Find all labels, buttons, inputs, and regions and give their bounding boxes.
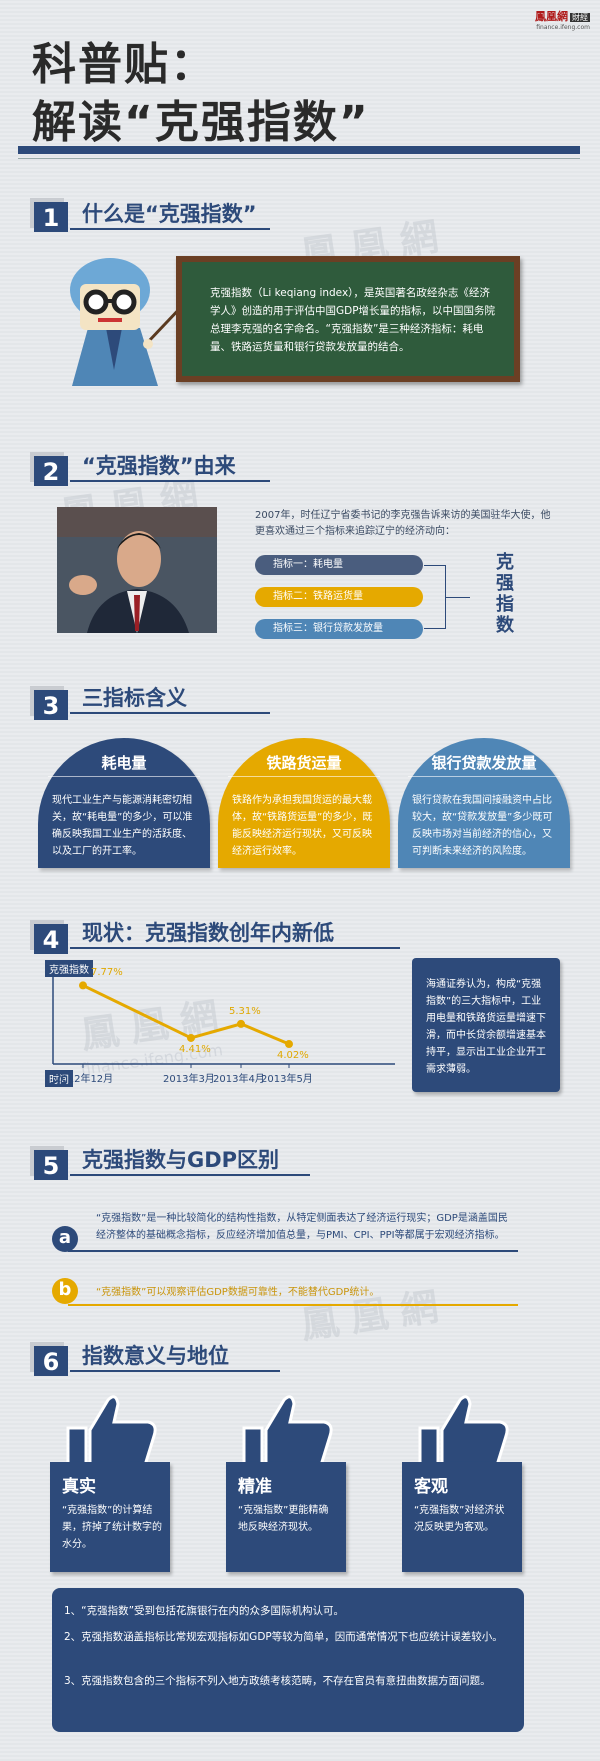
bracket xyxy=(424,565,446,629)
bullet-b: b xyxy=(52,1278,78,1304)
card-body: “克强指数”对经济状况反映更为客观。 xyxy=(414,1505,505,1533)
vertical-keqiang-label: 克 强 指 数 xyxy=(494,552,516,636)
thumbs-up-icon xyxy=(242,1395,333,1468)
section-underline xyxy=(70,712,270,714)
logo-name: 鳳凰網 xyxy=(535,10,568,23)
section-heading: 现状：克强指数创年内新低 xyxy=(82,921,334,945)
data-point xyxy=(285,1040,293,1049)
y-axis-label: 克强指数 xyxy=(45,960,93,977)
thumbs-up-icon xyxy=(66,1395,157,1468)
section-underline xyxy=(70,1174,310,1176)
data-label: 7.77% xyxy=(91,967,123,979)
indicator-card-power: 耗电量 现代工业生产与能源消耗密切相关，故“耗电量”的多少，可以准确反映我国工业… xyxy=(38,738,210,868)
card-title: 耗电量 xyxy=(101,754,147,772)
card-divider xyxy=(228,776,380,777)
card-body: 铁路作为承担我国货运的最大载体，故“铁路货运量”的多少，既能反映经济运行现状，又… xyxy=(232,795,373,857)
indicator-card-loans: 银行贷款发放量 银行贷款在我国间接融资中占比较大，故“贷款发放量”多少既可反映市… xyxy=(398,738,570,868)
card-body: “克强指数”的计算结果，挤掉了统计数字的水分。 xyxy=(62,1505,162,1550)
title-divider xyxy=(18,146,580,154)
vertical-char: 指 xyxy=(496,594,514,615)
vertical-char: 克 xyxy=(496,552,514,573)
x-tick-label: 2012年12月 xyxy=(55,1074,114,1085)
section-heading: 什么是“克强指数” xyxy=(82,202,257,226)
card-title: 铁路货运量 xyxy=(266,754,342,772)
analysis-box: 海通证券认为，构成“克强指数”的三大指标中，工业用电量和铁路货运量增速下滑，而中… xyxy=(412,958,560,1092)
x-tick-label: 2013年5月 xyxy=(261,1074,313,1085)
section-number: 3 xyxy=(34,690,68,720)
point-item: 2、克强指数涵盖指标比常规宏观指标如GDP等较为简单，因而通常情况下也应统计误差… xyxy=(64,1631,503,1643)
card-body: 现代工业生产与能源消耗密切相关，故“耗电量”的多少，可以准确反映我国工业生产的活… xyxy=(52,795,193,857)
vertical-char: 强 xyxy=(496,573,514,594)
significance-card-precise: 精准 “克强指数”更能精确地反映经济现状。 xyxy=(226,1462,346,1572)
card-body: “克强指数”更能精确地反映经济现状。 xyxy=(238,1505,329,1533)
card-title: 客观 xyxy=(414,1477,448,1497)
card-title: 精准 xyxy=(238,1477,272,1497)
section-underline xyxy=(70,1370,280,1372)
bullet-a: a xyxy=(52,1226,78,1252)
professor-mascot-icon xyxy=(70,258,186,386)
data-label: 4.41% xyxy=(179,1043,211,1055)
section-underline xyxy=(70,480,270,482)
thumbs-up-icon xyxy=(418,1395,509,1468)
section-heading: “克强指数”由来 xyxy=(82,454,236,478)
logo-url: finance.ifeng.com xyxy=(536,24,590,31)
indicator-pill-2: 指标二：铁路运货量 xyxy=(255,587,423,607)
definition-text: 克强指数（Li keqiang index），是英国著名政经杂志《经济学人》创造… xyxy=(210,287,496,353)
ifeng-logo[interactable]: 鳳凰網 財經 finance.ifeng.com xyxy=(510,8,590,31)
bracket-tick xyxy=(446,597,470,598)
significance-card-objective: 客观 “克强指数”对经济状况反映更为客观。 xyxy=(402,1462,522,1572)
section-number: 1 xyxy=(34,202,68,232)
data-label: 5.31% xyxy=(229,1005,261,1017)
portrait-figure-icon xyxy=(57,507,217,633)
section-heading: 克强指数与GDP区别 xyxy=(82,1148,280,1172)
data-label: 4.02% xyxy=(277,1050,309,1062)
point-item: 1、“克强指数”受到包括花旗银行在内的众多国际机构认可。 xyxy=(64,1605,345,1617)
section-underline xyxy=(70,947,400,949)
logo-badge: 財經 xyxy=(570,13,590,22)
difference-b-underline xyxy=(68,1304,518,1306)
title-divider-thin xyxy=(18,158,580,159)
vertical-char: 数 xyxy=(496,615,514,636)
significance-card-real: 真实 “克强指数”的计算结果，挤掉了统计数字的水分。 xyxy=(50,1462,170,1572)
indicator-pill-1: 指标一：耗电量 xyxy=(255,555,423,575)
indicator-pill-3: 指标三：银行贷款发放量 xyxy=(255,619,423,639)
section-heading: 指数意义与地位 xyxy=(82,1344,229,1368)
card-divider xyxy=(408,776,560,777)
point-item: 3、克强指数包含的三个指标不列入地方政绩考核范畴，不存在官员有意扭曲数据方面问题… xyxy=(64,1675,491,1687)
chart-canvas xyxy=(52,972,395,1068)
card-title: 银行贷款发放量 xyxy=(431,754,537,772)
origin-intro: 2007年，时任辽宁省委书记的李克强告诉来访的美国驻华大使，他更喜欢通过三个指标… xyxy=(255,510,551,537)
line-chart xyxy=(45,960,395,1082)
indicator-card-rail: 铁路货运量 铁路作为承担我国货运的最大载体，故“铁路货运量”的多少，既能反映经济… xyxy=(218,738,390,868)
section-number: 4 xyxy=(34,924,68,954)
page-title-line1: 科普贴： xyxy=(32,39,216,90)
x-tick-label: 2013年4月 xyxy=(213,1074,265,1085)
x-tick-label: 2013年3月 xyxy=(163,1074,215,1085)
series-line xyxy=(82,984,290,1046)
difference-a-text: “克强指数”是一种比较简化的结构性指数，从特定侧面表达了经济运行现实；GDP是涵… xyxy=(96,1213,508,1241)
x-axis-label: 时间 xyxy=(45,1070,73,1087)
analysis-text: 海通证券认为，构成“克强指数”的三大指标中，工业用电量和铁路货运量增速下滑，而中… xyxy=(426,979,546,1075)
card-title: 真实 xyxy=(62,1477,96,1497)
section-number: 5 xyxy=(34,1150,68,1180)
section-number: 2 xyxy=(34,456,68,486)
portrait-photo xyxy=(57,507,217,633)
difference-b-text: “克强指数”可以观察评估GDP数据可靠性，不能替代GDP统计。 xyxy=(96,1287,380,1298)
page-title-line2: 解读“克强指数” xyxy=(32,97,370,148)
card-divider xyxy=(48,776,200,777)
section-number: 6 xyxy=(34,1346,68,1376)
card-body: 银行贷款在我国间接融资中占比较大，故“贷款发放量”多少既可反映市场对当前经济的信… xyxy=(412,795,553,857)
points-box: 1、“克强指数”受到包括花旗银行在内的众多国际机构认可。 2、克强指数涵盖指标比… xyxy=(52,1588,524,1732)
chalkboard: 克强指数（Li keqiang index），是英国著名政经杂志《经济学人》创造… xyxy=(176,256,520,382)
data-point xyxy=(79,981,87,990)
data-point xyxy=(187,1033,195,1042)
section-heading: 三指标含义 xyxy=(82,686,187,710)
data-point xyxy=(237,1019,245,1028)
section-underline xyxy=(70,228,270,230)
difference-a-underline xyxy=(68,1250,518,1252)
